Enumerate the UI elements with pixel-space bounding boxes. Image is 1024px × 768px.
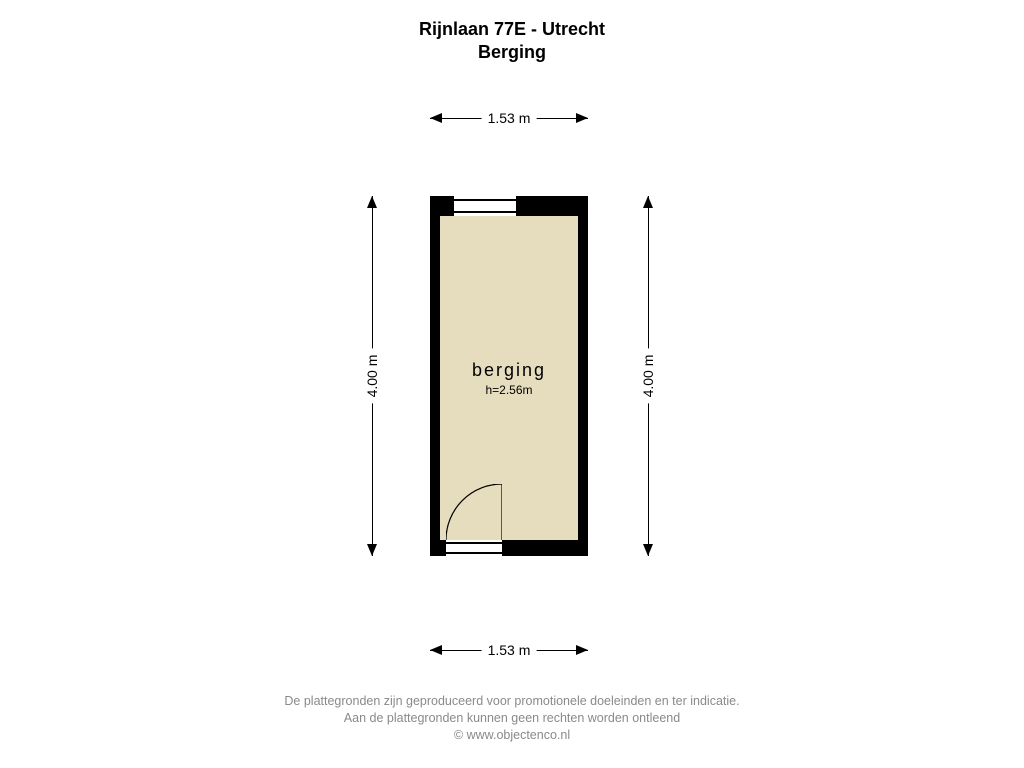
- title-line-2: Berging: [0, 41, 1024, 64]
- dim-top-arrow-right: [576, 113, 588, 123]
- dim-left-arrow-down: [367, 544, 377, 556]
- dim-top-label: 1.53 m: [482, 110, 537, 126]
- dim-bottom-arrow-left: [430, 645, 442, 655]
- dim-right-label: 4.00 m: [640, 349, 656, 404]
- door-threshold-outer: [446, 542, 502, 544]
- window-frame-outer: [454, 199, 516, 201]
- footer-disclaimer: De plattegronden zijn geproduceerd voor …: [0, 693, 1024, 744]
- door-threshold-inner: [446, 552, 502, 554]
- dim-top-arrow-left: [430, 113, 442, 123]
- dim-left-arrow-up: [367, 196, 377, 208]
- floorplan-canvas: Rijnlaan 77E - Utrecht Berging 1.53 m 1.…: [0, 0, 1024, 768]
- dim-right-arrow-down: [643, 544, 653, 556]
- dim-bottom-label: 1.53 m: [482, 642, 537, 658]
- footer-line-3: © www.objectenco.nl: [0, 727, 1024, 744]
- door-swing: [446, 484, 502, 540]
- room-label-block: berging h=2.56m: [440, 360, 578, 397]
- title-block: Rijnlaan 77E - Utrecht Berging: [0, 18, 1024, 63]
- room-name: berging: [440, 360, 578, 381]
- footer-line-2: Aan de plattegronden kunnen geen rechten…: [0, 710, 1024, 727]
- dim-right-arrow-up: [643, 196, 653, 208]
- title-line-1: Rijnlaan 77E - Utrecht: [0, 18, 1024, 41]
- room-height-label: h=2.56m: [440, 383, 578, 397]
- dim-bottom-arrow-right: [576, 645, 588, 655]
- window-frame-inner: [454, 211, 516, 213]
- footer-line-1: De plattegronden zijn geproduceerd voor …: [0, 693, 1024, 710]
- dim-left-label: 4.00 m: [364, 349, 380, 404]
